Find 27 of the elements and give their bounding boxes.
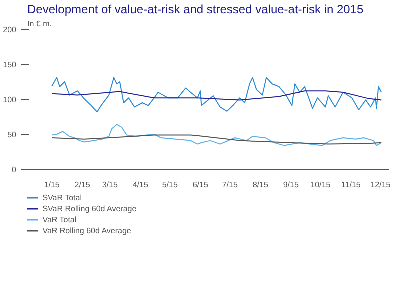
x-tick-label: 6/15 xyxy=(192,180,209,190)
x-tick-label: 3/15 xyxy=(102,180,118,190)
legend-label: SVaR Total xyxy=(42,194,82,202)
legend-label: VaR Rolling 60d Average xyxy=(42,226,132,236)
y-tick-label: 0 xyxy=(12,166,18,174)
line-series xyxy=(52,134,382,145)
legend-label: SVaR Rolling 60d Average xyxy=(42,204,138,214)
x-tick-label: 2/15 xyxy=(74,180,91,190)
x-tick-label: 10/15 xyxy=(310,180,332,190)
legend-label: VaR Total xyxy=(42,216,77,224)
y-tick-label: 150 xyxy=(3,60,18,70)
line-series xyxy=(52,77,382,113)
x-tick-label: 8/15 xyxy=(252,180,269,190)
y-tick-label: 50 xyxy=(8,130,18,140)
x-tick-label: 1/15 xyxy=(44,180,60,190)
line-series xyxy=(52,90,382,101)
x-tick-label: 12/15 xyxy=(370,180,392,190)
x-tick-label: 7/15 xyxy=(222,180,238,190)
x-tick-label: 4/15 xyxy=(132,180,149,190)
line-series xyxy=(52,124,382,146)
chart-subtitle: In € m. xyxy=(28,20,52,28)
y-tick-label: 100 xyxy=(3,96,18,104)
chart-title: Development of value-at-risk and stressed value-at-risk in 2015 xyxy=(28,2,364,16)
x-tick-label: 11/15 xyxy=(341,180,362,190)
x-tick-label: 5/15 xyxy=(162,180,178,190)
x-tick-label: 9/15 xyxy=(283,180,300,190)
y-tick-label: 200 xyxy=(3,26,18,34)
